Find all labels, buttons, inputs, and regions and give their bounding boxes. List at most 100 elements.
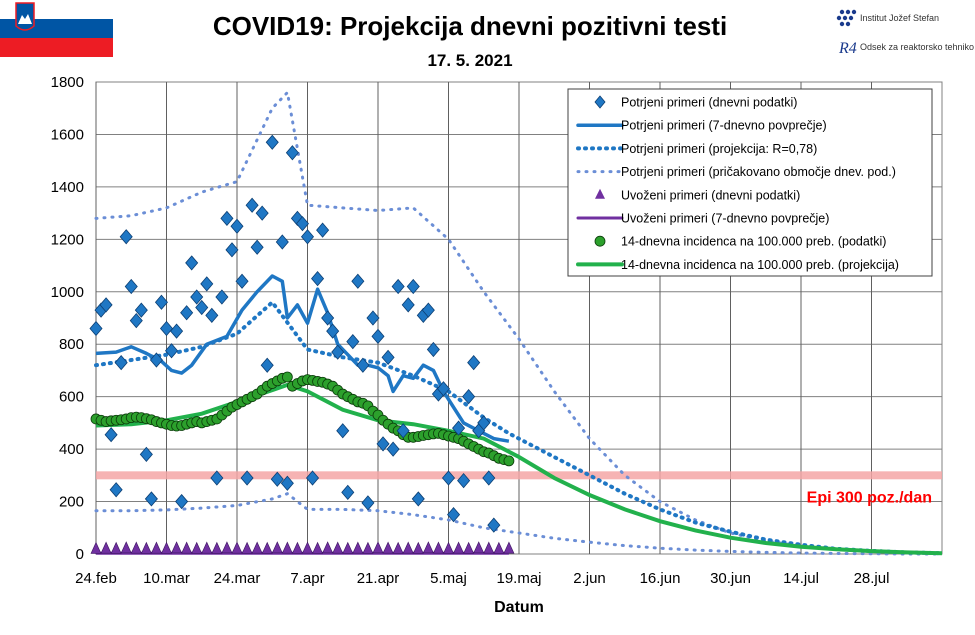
imported-daily-point (201, 541, 213, 554)
confirmed-daily-point (134, 302, 148, 318)
confirmed-daily-point (356, 357, 370, 373)
ijs-dots-icon (836, 9, 857, 27)
imported-daily-point (493, 541, 505, 554)
x-tick-label: 28.jul (854, 570, 890, 587)
imported-daily-point (302, 541, 313, 554)
confirmed-daily-point (457, 472, 471, 489)
threshold-line (96, 471, 942, 480)
y-tick-label: 800 (59, 336, 84, 353)
confirmed-daily-point (129, 313, 143, 329)
confirmed-daily-point (326, 323, 340, 339)
imported-daily-point (352, 541, 364, 554)
confirmed-daily-point (200, 276, 214, 292)
imported-daily-point (342, 541, 354, 554)
imported-daily-point (422, 541, 434, 554)
confirmed-daily-point (306, 470, 320, 486)
incidence-data-point (503, 455, 515, 467)
confirmed-daily-point (331, 344, 345, 360)
confirmed-daily-point (270, 471, 284, 487)
confirmed-daily-point (482, 470, 496, 486)
y-tick-label: 400 (59, 441, 84, 458)
legend-entry: Uvoženi primeri (7-dnevno povprečje) (621, 212, 829, 226)
confirmed-daily-point (311, 271, 325, 287)
legend-symbol-circle (594, 235, 606, 247)
y-tick-label: 600 (59, 389, 84, 406)
confirmed-daily-point (386, 441, 400, 457)
imported-daily-point (503, 541, 515, 554)
confirmed-daily-point (391, 278, 405, 295)
confirmed-daily-point (467, 354, 481, 371)
confirmed-daily-point (119, 229, 133, 245)
y-tick-label: 1200 (51, 231, 84, 248)
x-tick-label: 21.apr (357, 570, 400, 587)
imported-daily-point (221, 541, 233, 554)
confirmed-daily-point (295, 215, 309, 232)
confirmed-daily-point (260, 357, 274, 373)
legend-symbol-diamond (594, 95, 606, 109)
imported-daily-point (362, 541, 374, 554)
confirmed-daily-point (175, 493, 189, 510)
confirmed-daily-point (366, 310, 380, 326)
imported-daily-point (100, 541, 112, 554)
confirmed-daily-point (396, 423, 410, 439)
imported-daily-point (241, 541, 253, 554)
threshold-band: Epi 300 poz./dan (96, 471, 942, 506)
imported-daily-point (261, 541, 273, 554)
confirmed-daily-point (230, 218, 244, 234)
x-tick-label: 16.jun (640, 570, 681, 587)
institute-name: Institut Jožef Stefan (860, 13, 939, 23)
confirmed-daily-point (114, 354, 128, 371)
confirmed-daily-point (245, 197, 259, 213)
imported-daily-point (382, 541, 394, 554)
chart-date: 17. 5. 2021 (427, 51, 512, 70)
confirmed-daily-point (104, 427, 118, 443)
confirmed-daily-point (411, 491, 425, 507)
imported-daily-point (120, 541, 132, 554)
confirmed-daily-point (406, 278, 420, 295)
legend: Potrjeni primeri (dnevni podatki) Potrjen… (567, 88, 933, 277)
imported-daily-point (90, 541, 102, 554)
threshold-label: Epi 300 poz./dan (807, 489, 932, 506)
confirmed-daily-point (99, 297, 113, 313)
confirmed-daily-point (250, 239, 264, 255)
imported-daily-point (110, 541, 122, 554)
imported-daily-point (483, 541, 495, 554)
imported-daily-point (392, 541, 404, 554)
confirmed-daily-point (280, 475, 294, 491)
legend-entry: Potrjeni primeri (pričakovano območje dn… (621, 165, 896, 179)
confirmed-daily-point (285, 145, 299, 161)
x-tick-label: 19.maj (496, 570, 541, 587)
x-tick-label: 2.jun (573, 570, 606, 587)
imported-daily-point (161, 541, 172, 554)
series-7day-average-line (95, 274, 510, 443)
series-layer (89, 89, 944, 556)
confirmed-daily-point (376, 436, 390, 452)
confirmed-daily-point (195, 299, 209, 316)
legend-entry: Potrjeni primeri (7-dnevno povprečje) (621, 119, 827, 133)
legend-symbol-triangle (595, 188, 605, 199)
x-axis-title: Datum (494, 599, 544, 616)
confirmed-daily-point (255, 205, 269, 221)
confirmed-daily-point (361, 495, 375, 511)
confirmed-daily-point (300, 229, 315, 245)
imported-daily-point (191, 541, 203, 554)
y-tick-label: 200 (59, 494, 84, 511)
confirmed-daily-point (159, 320, 174, 337)
confirmed-daily-point (452, 420, 466, 436)
x-tick-label: 24.mar (214, 570, 261, 587)
x-tick-label: 10.mar (143, 570, 190, 587)
legend-entry: Potrjeni primeri (projekcija: R=0,78) (621, 142, 817, 156)
legend-entry: Uvoženi primeri (dnevni podatki) (621, 188, 800, 202)
legend-entry: 14-dnevna incidenca na 100.000 preb. (po… (621, 235, 886, 249)
imported-daily-point (291, 541, 303, 554)
confirmed-daily-point (477, 415, 491, 431)
imported-daily-point (432, 541, 444, 554)
imported-daily-point (281, 541, 293, 554)
y-tick-label: 1400 (51, 179, 84, 196)
y-axis-ticks: 0 200 400 600 800 1000 1200 1400 1600 1800 (51, 74, 84, 563)
y-tick-label: 1600 (51, 126, 84, 143)
x-tick-label: 5.maj (430, 570, 467, 587)
confirmed-daily-point (185, 255, 199, 271)
series-projection-line (94, 299, 944, 556)
confirmed-daily-point (321, 310, 335, 326)
